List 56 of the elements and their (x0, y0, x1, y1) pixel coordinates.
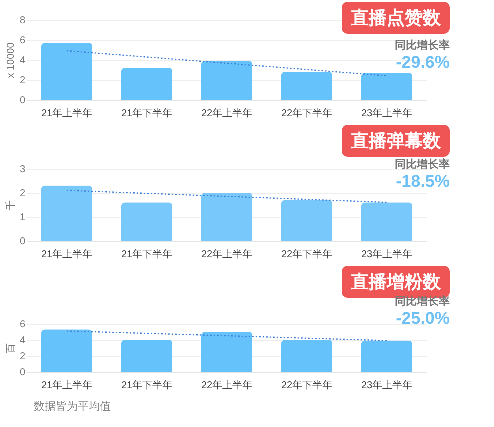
y-tick-label: 3 (20, 164, 26, 176)
chart-title: 直播增粉数 (351, 272, 441, 292)
bar (281, 200, 333, 241)
y-axis-title: 千 (4, 200, 17, 210)
bar (121, 202, 173, 241)
annotation: 同比增长率 (395, 38, 450, 53)
y-tick-label: 6 (20, 36, 26, 46)
y-tick-label: 4 (20, 56, 26, 66)
y-axis-title: x 10000 (6, 42, 17, 78)
y-axis-title: 百 (6, 344, 17, 354)
x-tick-label: 21年上半年 (41, 380, 93, 392)
bar (361, 340, 413, 372)
y-tick-label: 1 (20, 212, 26, 224)
annotation: -29.6% (395, 53, 450, 73)
bar (201, 332, 253, 372)
bar (121, 340, 173, 372)
x-tick-label: 21年上半年 (41, 248, 93, 260)
x-tick-label: 22年下半年 (281, 248, 333, 260)
bar (281, 72, 333, 100)
annotation: -25.0% (395, 309, 450, 329)
bar (41, 43, 93, 100)
x-tick-label: 21年上半年 (41, 108, 93, 120)
annotation: 同比增长率 (395, 158, 450, 172)
bar (41, 330, 93, 372)
annotation: -18.5% (395, 172, 450, 192)
x-tick-label: 23年上半年 (361, 380, 413, 392)
chart-title: 直播弹幕数 (342, 125, 450, 157)
bar (201, 61, 253, 100)
bar (201, 193, 253, 241)
x-tick-label: 22年上半年 (201, 108, 253, 120)
y-tick-label: 2 (20, 76, 26, 86)
bar (121, 68, 173, 100)
y-tick-label: 2 (20, 352, 26, 362)
text: 同比增长率 (395, 294, 450, 309)
chart-title: 直播点赞数 (342, 2, 450, 34)
y-tick-label: 0 (20, 368, 26, 378)
y-tick-label: 0 (20, 236, 26, 248)
x-tick-label: 22年上半年 (201, 380, 253, 392)
bar (361, 202, 413, 241)
x-tick-label: 21年下半年 (121, 380, 173, 392)
y-tick-label: 0 (20, 96, 26, 106)
y-tick-label: 6 (20, 320, 26, 330)
x-tick-label: 22年下半年 (281, 108, 333, 120)
x-tick-label: 22年下半年 (281, 380, 333, 392)
x-tick-label: 21年下半年 (121, 108, 173, 120)
x-tick-label: 23年上半年 (361, 108, 413, 120)
x-tick-label: 23年上半年 (361, 248, 413, 260)
x-tick-label: 21年下半年 (121, 248, 173, 260)
y-tick-label: 8 (20, 16, 26, 26)
bar (281, 340, 333, 372)
text: 数据皆为平均值 (34, 400, 112, 414)
bar (41, 186, 93, 241)
bar (361, 73, 413, 100)
y-tick-label: 2 (20, 188, 26, 200)
y-tick-label: 4 (20, 336, 26, 346)
x-tick-label: 22年上半年 (201, 248, 253, 260)
